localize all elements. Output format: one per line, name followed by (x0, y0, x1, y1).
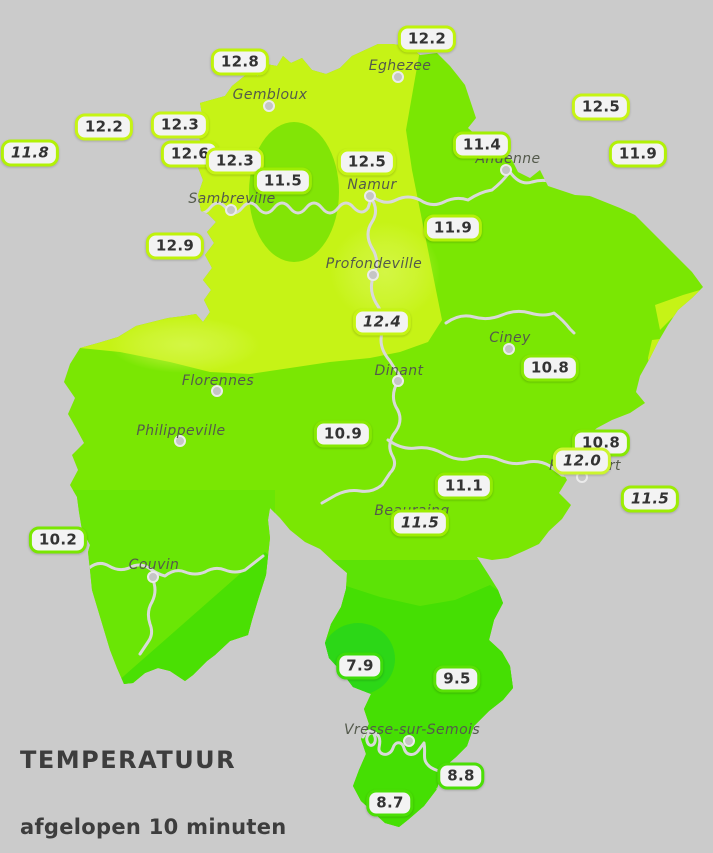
river-sambre (192, 194, 374, 215)
river-lesse (386, 438, 584, 479)
city-dot (392, 375, 404, 387)
temp-label: 12.9 (145, 232, 205, 260)
temp-label: 12.5 (571, 93, 631, 121)
temp-label: 10.2 (28, 526, 88, 554)
city-dot (503, 343, 515, 355)
temp-label: 8.8 (437, 762, 485, 790)
temp-label: 12.0 (552, 447, 612, 475)
map-legend: TEMPERATUUR afgelopen 10 minuten 17-01-2… (20, 708, 287, 853)
temp-label: 7.9 (336, 652, 384, 680)
page-title: TEMPERATUUR (20, 746, 237, 774)
city-dot (364, 190, 376, 202)
temp-label: 11.5 (253, 167, 313, 195)
river-meuse-south (320, 194, 402, 505)
river-semois (361, 729, 449, 791)
city-dot (263, 100, 275, 112)
temp-label: 12.2 (397, 25, 457, 53)
temp-label: 9.5 (433, 665, 481, 693)
temp-label: 11.5 (620, 485, 680, 513)
city-dot (367, 269, 379, 281)
zone-pale-patch-2 (110, 317, 260, 373)
city-dot (211, 385, 223, 397)
zone-pale-patch-1 (330, 222, 440, 322)
temp-label: 8.7 (366, 789, 414, 817)
temp-label: 10.9 (313, 420, 373, 448)
city-dot (403, 735, 415, 747)
temp-label: 11.4 (452, 131, 512, 159)
temp-label: 12.5 (337, 148, 397, 176)
temp-label: 12.4 (352, 308, 412, 336)
city-dot (392, 71, 404, 83)
city-dot (225, 204, 237, 216)
temp-label: 11.1 (434, 472, 494, 500)
map-subtitle: afgelopen 10 minuten (20, 815, 287, 839)
temp-label: 11.8 (0, 139, 60, 167)
temp-label: 11.9 (423, 214, 483, 242)
temp-label: 12.3 (205, 147, 265, 175)
river-ciney-stream (444, 309, 576, 335)
zone-east-patch-1 (655, 290, 700, 330)
temp-label: 11.5 (390, 509, 450, 537)
river-couvin-branch (138, 576, 157, 656)
city-dot (147, 571, 159, 583)
temp-label: 10.8 (520, 354, 580, 382)
river-eau-noire (87, 554, 265, 578)
city-dot (500, 164, 512, 176)
temp-label: 12.8 (210, 48, 270, 76)
temp-label: 11.9 (608, 140, 668, 168)
temp-label: 12.3 (150, 111, 210, 139)
temp-label: 12.2 (74, 113, 134, 141)
city-dot (174, 435, 186, 447)
